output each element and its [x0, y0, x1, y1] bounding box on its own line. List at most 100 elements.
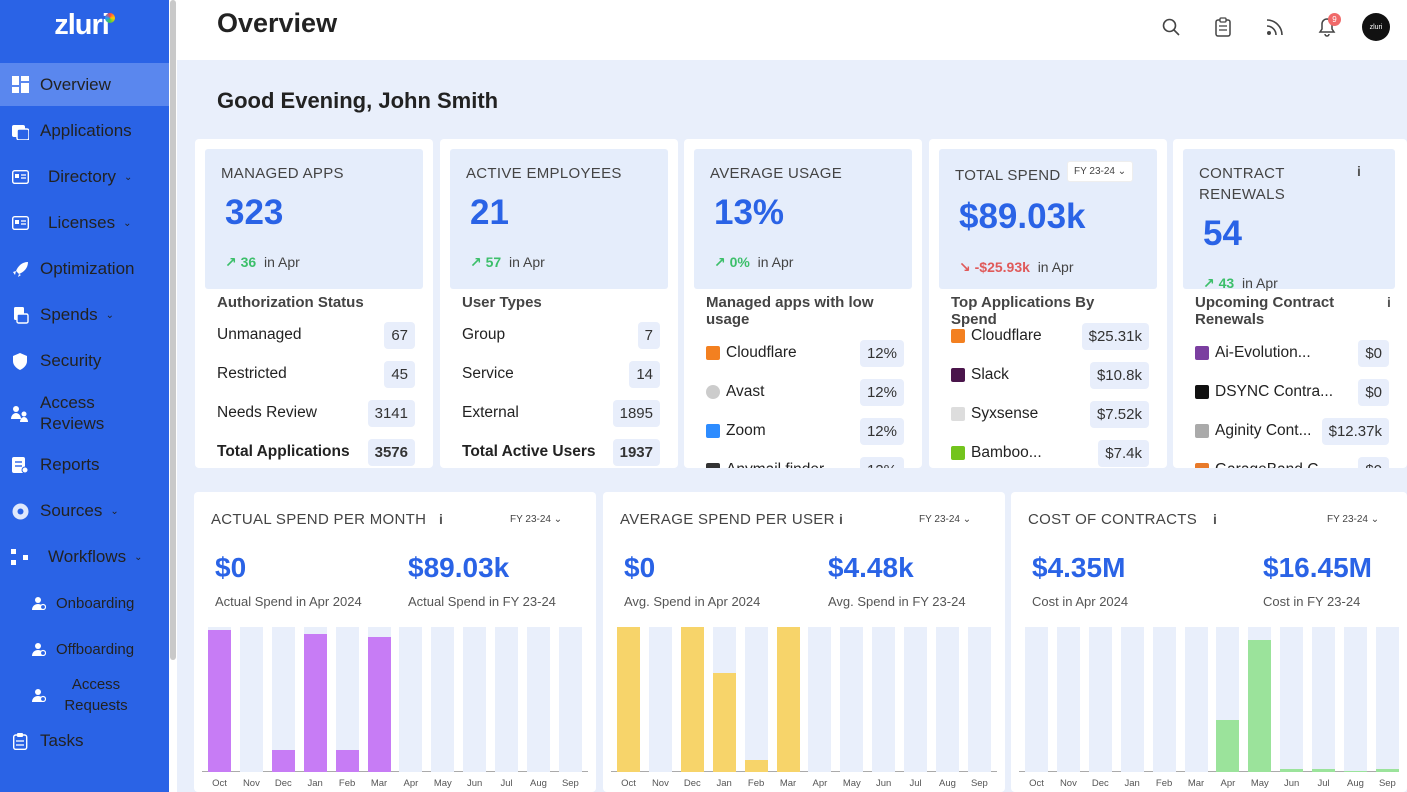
row-value: 45	[384, 360, 415, 388]
sidebar-item-spends[interactable]: Spends ⌄	[0, 294, 169, 336]
info-icon[interactable]: i	[1213, 511, 1217, 527]
sidebar-item-onboarding[interactable]: Onboarding	[0, 582, 169, 624]
list-item[interactable]: Restricted 45	[217, 359, 415, 389]
clipboard-icon[interactable]	[1206, 10, 1240, 44]
chart-bar-nov[interactable]	[1056, 627, 1080, 772]
chevron-down-icon[interactable]: ⌄	[124, 171, 133, 183]
info-icon[interactable]: i	[439, 511, 443, 527]
chart-bar-apr[interactable]	[1216, 627, 1240, 772]
list-item[interactable]: Slack $10.8k	[951, 360, 1149, 390]
chart-bar-mar[interactable]	[776, 627, 800, 772]
sidebar-item-sources[interactable]: Sources ⌄	[0, 490, 169, 532]
chart-bar-oct[interactable]	[208, 627, 231, 772]
fiscal-year-select[interactable]: FY 23-24 ⌄	[1323, 512, 1384, 527]
chart-bar-may[interactable]	[840, 627, 864, 772]
list-item[interactable]: Total Applications 3576	[217, 437, 415, 467]
chart-bar-jul[interactable]	[904, 627, 928, 772]
list-item[interactable]: GarageBand C... $0	[1195, 455, 1389, 468]
list-item[interactable]: Needs Review 3141	[217, 398, 415, 428]
sidebar-scrollbar[interactable]	[170, 0, 176, 660]
chart-bar-jul[interactable]	[1312, 627, 1336, 772]
chart-bar-jun[interactable]	[463, 627, 487, 772]
sidebar-item-optimization[interactable]: Optimization	[0, 248, 169, 290]
chart-bar-apr[interactable]	[808, 627, 832, 772]
sidebar-item-access-reviews[interactable]: Access Reviews	[0, 391, 169, 435]
chart-bar-may[interactable]	[431, 627, 455, 772]
info-icon[interactable]: i	[839, 511, 843, 527]
list-item[interactable]: Unmanaged 67	[217, 320, 415, 350]
chart-bar-nov[interactable]	[239, 627, 263, 772]
list-item[interactable]: Syxsense $7.52k	[951, 399, 1149, 429]
sidebar-item-security[interactable]: Security	[0, 340, 169, 382]
chart-bar-mar[interactable]	[367, 627, 391, 772]
stat-summary[interactable]: MANAGED APPS 323 ↗ 36 in Apr	[205, 149, 423, 289]
info-icon[interactable]: i	[1387, 294, 1391, 310]
chart-bar-dec[interactable]	[271, 627, 295, 772]
sidebar-item-access-requests[interactable]: Access Requests	[0, 674, 169, 716]
list-item[interactable]: DSYNC Contra... $0	[1195, 377, 1389, 407]
chart-bar-jun[interactable]	[872, 627, 896, 772]
list-item[interactable]: Anymail finder 12%	[706, 455, 904, 468]
chart-bar-dec[interactable]	[1088, 627, 1112, 772]
chart-bar-dec[interactable]	[680, 627, 704, 772]
list-item[interactable]: Zoom 12%	[706, 416, 904, 446]
chevron-down-icon[interactable]: ⌄	[105, 309, 115, 321]
fiscal-year-select[interactable]: FY 23-24 ⌄	[1067, 161, 1134, 182]
rss-feed-icon[interactable]	[1258, 10, 1292, 44]
chart-bar-jan[interactable]	[712, 627, 736, 772]
fiscal-year-select[interactable]: FY 23-24 ⌄	[506, 512, 567, 527]
info-icon[interactable]: i	[1357, 163, 1361, 179]
list-item[interactable]: Bamboo... $7.4k	[951, 438, 1149, 468]
avatar[interactable]: zluri	[1362, 13, 1390, 41]
notification-bell-icon[interactable]: 9	[1310, 10, 1344, 44]
chart-bar-feb[interactable]	[1152, 627, 1176, 772]
search-icon[interactable]	[1154, 10, 1188, 44]
sidebar-item-applications[interactable]: Applications	[0, 110, 169, 152]
list-item[interactable]: Cloudflare $25.31k	[951, 321, 1149, 351]
chart-bar-jan[interactable]	[303, 627, 327, 772]
list-item[interactable]: Group 7	[462, 320, 660, 350]
chart-bar-oct[interactable]	[617, 627, 640, 772]
chart-bar-oct[interactable]	[1025, 627, 1048, 772]
chart-bar-sep[interactable]	[1375, 627, 1399, 772]
chart-bar-jul[interactable]	[495, 627, 519, 772]
stat-delta: ↗ 36 in Apr	[225, 254, 300, 270]
stat-summary[interactable]: CONTRACT RENEWALS i 54 ↗ 43 in Apr	[1183, 149, 1395, 291]
stat-summary[interactable]: TOTAL SPEND FY 23-24 ⌄ $89.03k ↘ -$25.93k i…	[939, 149, 1157, 289]
list-item[interactable]: External 1895	[462, 398, 660, 428]
chart-bar-may[interactable]	[1248, 627, 1272, 772]
sidebar-item-directory[interactable]: Directory ⌄	[0, 156, 169, 198]
list-item[interactable]: Service 14	[462, 359, 660, 389]
sidebar-item-licenses[interactable]: Licenses ⌄	[0, 202, 169, 244]
chart-bar-sep[interactable]	[558, 627, 582, 772]
sidebar-item-workflows[interactable]: Workflows ⌄	[0, 536, 169, 578]
chart-bar-feb[interactable]	[744, 627, 768, 772]
list-item[interactable]: Total Active Users 1937	[462, 437, 660, 467]
chart-bar-sep[interactable]	[967, 627, 991, 772]
list-item[interactable]: Avast 12%	[706, 377, 904, 407]
row-label: Ai-Evolution...	[1215, 344, 1311, 361]
chevron-down-icon[interactable]: ⌄	[123, 217, 132, 229]
chevron-down-icon[interactable]: ⌄	[134, 551, 143, 563]
list-item[interactable]: Ai-Evolution... $0	[1195, 338, 1389, 368]
stat-summary[interactable]: ACTIVE EMPLOYEES 21 ↗ 57 in Apr	[450, 149, 668, 289]
list-item[interactable]: Cloudflare 12%	[706, 338, 904, 368]
chart-bar-jan[interactable]	[1120, 627, 1144, 772]
chart-bar-apr[interactable]	[399, 627, 423, 772]
stat-summary[interactable]: AVERAGE USAGE 13% ↗ 0% in Apr	[694, 149, 912, 289]
chart-bar-jun[interactable]	[1280, 627, 1304, 772]
sidebar-item-tasks[interactable]: Tasks	[0, 720, 169, 762]
chevron-down-icon[interactable]: ⌄	[110, 505, 119, 517]
sidebar-item-overview[interactable]: Overview	[0, 63, 169, 106]
chart-bar-feb[interactable]	[335, 627, 359, 772]
chart-bar-nov[interactable]	[648, 627, 672, 772]
sidebar-item-reports[interactable]: Reports	[0, 444, 169, 486]
fiscal-year-select[interactable]: FY 23-24 ⌄	[915, 512, 976, 527]
zluri-logo[interactable]: zluri	[0, 0, 169, 50]
sidebar-item-offboarding[interactable]: Offboarding	[0, 628, 169, 670]
list-item[interactable]: Aginity Cont... $12.37k	[1195, 416, 1389, 446]
chart-bar-aug[interactable]	[936, 627, 959, 772]
chart-bar-aug[interactable]	[527, 627, 550, 772]
chart-bar-aug[interactable]	[1344, 627, 1367, 772]
chart-bar-mar[interactable]	[1184, 627, 1208, 772]
